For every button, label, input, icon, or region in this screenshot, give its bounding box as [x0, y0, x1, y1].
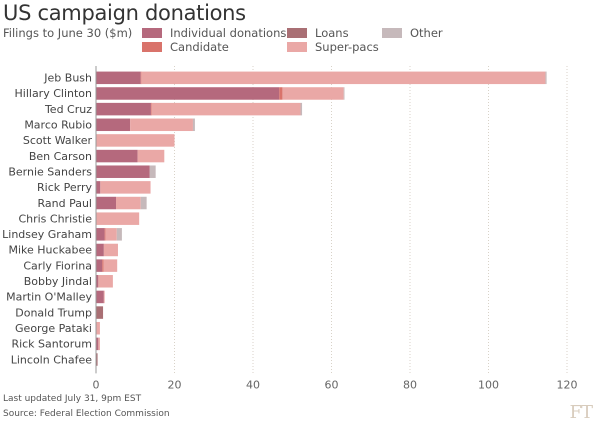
bar-individual-donations — [96, 290, 104, 304]
category-label: Ted Cruz — [44, 103, 92, 116]
bar-individual-donations — [96, 275, 99, 288]
bar-super-pacs — [96, 134, 175, 147]
bar-super-pacs — [103, 290, 105, 304]
bar-individual-donations — [96, 71, 141, 85]
x-tick-label: 60 — [325, 378, 339, 391]
bar-other — [300, 102, 303, 116]
bar-super-pacs — [105, 228, 117, 241]
category-label: Rand Paul — [37, 197, 92, 210]
legend-swatch — [142, 28, 162, 38]
x-tick-label: 0 — [93, 378, 100, 391]
legend-item-individual: Individual donations — [142, 26, 286, 40]
category-label: Hillary Clinton — [15, 87, 93, 100]
bar-super-pacs — [103, 259, 118, 272]
x-tick-label: 120 — [557, 378, 578, 391]
ft-logo: FT — [569, 402, 593, 423]
legend-item-loans: Loans — [287, 26, 349, 40]
category-labels: Jeb Bush Hillary Clinton Ted Cruz Marco Rub… — [2, 72, 92, 367]
category-label: George Pataki — [15, 322, 92, 335]
x-tick-label: 80 — [403, 378, 417, 391]
legend-item-superpacs: Super-pacs — [287, 40, 379, 54]
legend-label: Individual donations — [170, 26, 287, 40]
legend-item-candidate: Candidate — [142, 40, 229, 54]
x-tick-label: 100 — [478, 378, 499, 391]
bar-individual-donations — [96, 165, 150, 178]
bar-super-pacs — [130, 118, 193, 132]
bar-super-pacs — [141, 71, 546, 85]
category-label: Martin O'Malley — [6, 291, 92, 304]
x-tick-label: 40 — [246, 378, 260, 391]
source-note: Source: Federal Election Commission — [3, 409, 170, 419]
bar-individual-donations — [96, 196, 117, 210]
category-label: Bobby Jindal — [24, 275, 92, 288]
legend-label: Super-pacs — [315, 40, 379, 54]
bar-individual-donations — [96, 181, 101, 194]
category-label: Mike Huckabee — [8, 244, 92, 257]
bar-individual-donations — [96, 118, 131, 132]
bar-individual-donations — [96, 337, 99, 351]
category-label: Marco Rubio — [24, 119, 92, 132]
bar-loans — [96, 353, 98, 366]
bar-super-pacs — [103, 243, 118, 257]
bar-super-pacs — [98, 337, 100, 351]
x-tick-label: 20 — [168, 378, 182, 391]
bar-individual-donations — [96, 243, 104, 257]
bar-other — [192, 118, 195, 132]
legend-swatch — [287, 28, 307, 38]
bar-super-pacs — [151, 102, 301, 116]
bars — [96, 71, 547, 366]
category-label: Bernie Sanders — [8, 165, 92, 178]
bar-individual-donations — [96, 228, 105, 241]
category-label: Rick Perry — [37, 181, 92, 194]
category-label: Scott Walker — [23, 134, 93, 147]
legend-swatch — [142, 42, 162, 52]
x-axis-ticks: 0 20 40 60 80 100 120 — [93, 378, 578, 391]
bar-candidate — [102, 259, 104, 272]
bar-candidate — [279, 87, 283, 100]
category-label: Lincoln Chafee — [11, 353, 92, 366]
bar-other — [545, 71, 547, 85]
legend-label: Loans — [315, 26, 349, 40]
bar-super-pacs — [116, 196, 141, 210]
category-label: Lindsey Graham — [2, 228, 92, 241]
bar-super-pacs — [100, 181, 151, 194]
chart-title: US campaign donations — [3, 1, 246, 25]
legend-swatch — [287, 42, 307, 52]
category-label: Donald Trump — [15, 306, 92, 319]
bar-individual-donations — [96, 259, 103, 272]
bar-super-pacs — [282, 87, 344, 100]
legend-item-other: Other — [382, 26, 443, 40]
legend-label: Candidate — [170, 40, 229, 54]
bar-super-pacs — [98, 275, 113, 288]
category-label: Carly Fiorina — [23, 259, 92, 272]
bar-other — [343, 87, 345, 100]
bar-super-pacs — [96, 212, 140, 225]
chart-subtitle: Filings to June 30 ($m) — [3, 26, 133, 40]
bar-loans — [96, 306, 104, 319]
bar-individual-donations — [96, 102, 151, 116]
category-label: Jeb Bush — [43, 72, 92, 85]
category-label: Ben Carson — [29, 150, 92, 163]
bar-other — [116, 228, 122, 241]
bar-other — [149, 165, 156, 178]
bar-super-pacs — [96, 321, 100, 335]
gridlines — [174, 66, 568, 374]
bar-individual-donations — [96, 87, 280, 100]
last-updated: Last updated July 31, 9pm EST — [3, 394, 142, 404]
bar-super-pacs — [137, 149, 165, 163]
bar-other — [140, 196, 147, 210]
legend-swatch — [382, 28, 402, 38]
bar-individual-donations — [96, 149, 138, 163]
legend-label: Other — [410, 26, 443, 40]
category-label: Rick Santorum — [11, 338, 92, 351]
bar-candidate — [104, 228, 106, 241]
category-label: Chris Christie — [18, 212, 92, 225]
